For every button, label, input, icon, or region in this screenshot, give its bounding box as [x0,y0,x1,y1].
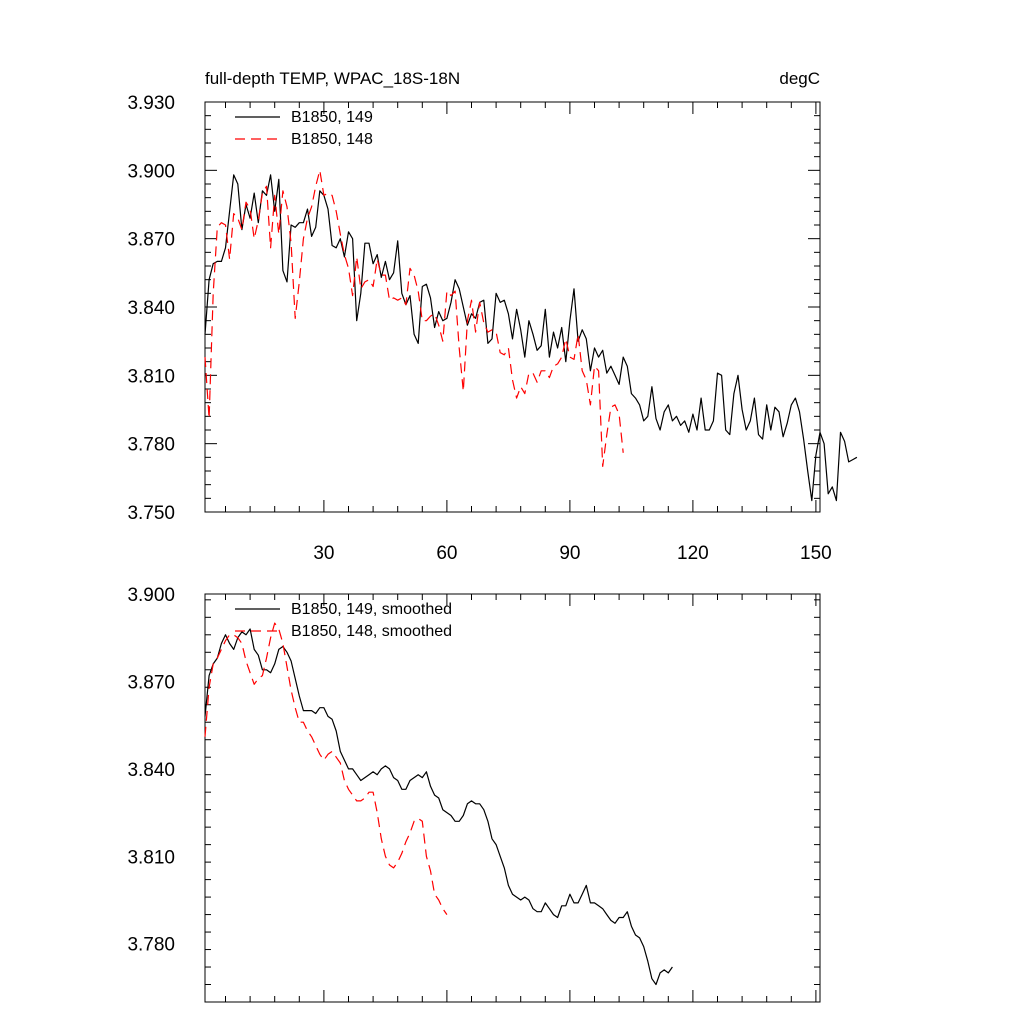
y-tick-label: 3.810 [127,847,175,868]
x-tick-label: 150 [800,543,832,564]
series-line-run-149 [204,628,673,986]
y-tick-label: 3.870 [127,230,175,251]
y-tick-label: 3.810 [127,366,175,387]
top-chart-panel: 3.750 3.780 3.810 3.840 3.870 3.900 3.930 30 60 9… [127,69,858,564]
y-tick-label: 3.780 [127,435,175,456]
series-line-run-148 [204,169,624,467]
series-line-run-148 [204,622,448,915]
series-line-run-149 [204,174,858,502]
y-tick-label: 3.900 [127,585,175,606]
legend-label: B1850, 149 [291,109,373,126]
chart-title: full-depth TEMP, WPAC_18S-18N [205,69,460,88]
x-tick-label: 90 [559,543,580,564]
plot-frame [204,101,821,513]
x-tick-label: 120 [677,543,709,564]
legend-label: B1850, 148, smoothed [291,623,452,640]
y-tick-label: 3.870 [127,672,175,693]
x-tick-label: 60 [436,543,457,564]
units-label: degC [779,69,820,88]
bottom-chart-panel: 3.780 3.810 3.840 3.870 3.900 B1850, 149, smo… [127,585,821,1003]
x-tick-label: 30 [313,543,334,564]
legend-label: B1850, 149, smoothed [291,601,452,618]
y-tick-label: 3.840 [127,760,175,781]
y-tick-label: 3.840 [127,298,175,319]
y-tick-label: 3.750 [127,503,175,524]
y-tick-label: 3.780 [127,935,175,956]
plot-frame [204,593,821,1003]
legend-label: B1850, 148 [291,131,373,148]
y-tick-label: 3.930 [127,93,175,114]
y-tick-label: 3.900 [127,161,175,182]
